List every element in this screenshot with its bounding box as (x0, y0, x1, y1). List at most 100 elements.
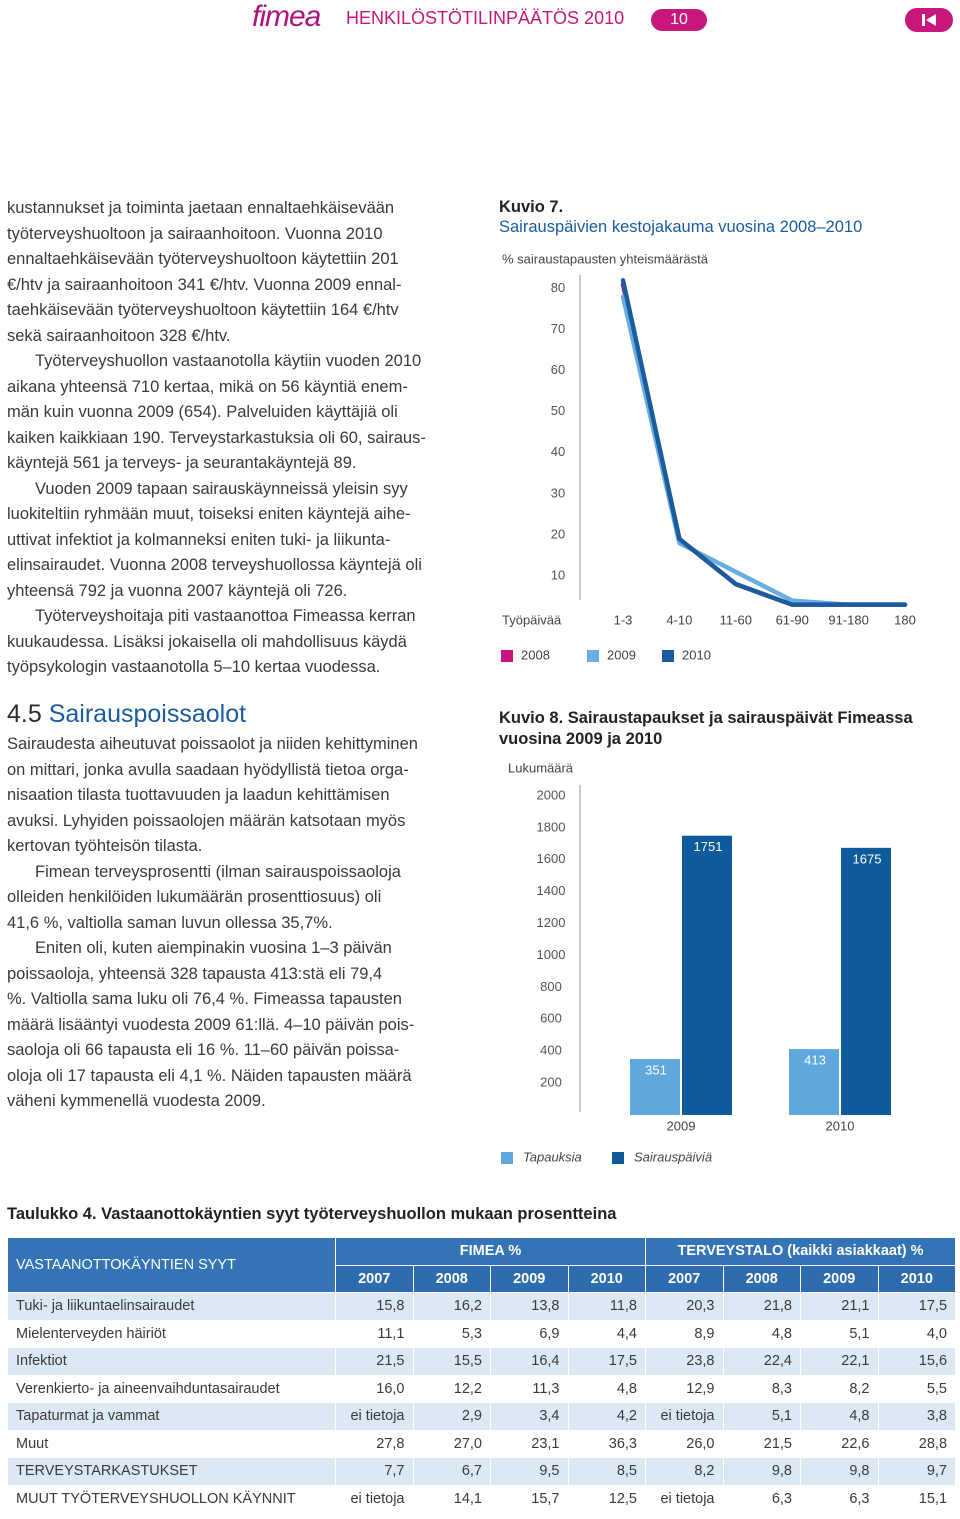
table-row: Muut 27,8 27,0 23,1 36,3 26,0 21,5 22,6 28,8 (7, 1429, 957, 1458)
paragraph: Työterveyshuollon vastaanotolla käytiin … (7, 349, 477, 477)
logo: fimea (252, 0, 321, 33)
row-label: MUUT TYÖTERVEYSHUOLLON KÄYNNIT (7, 1484, 336, 1513)
text-line: %. Valtiolla sama luku oli 76,4 %. Fimea… (7, 990, 402, 1008)
back-button[interactable] (905, 8, 953, 32)
cell: 13,8 (490, 1292, 569, 1321)
cell: 12,2 (412, 1374, 491, 1403)
year-header: 2008 (722, 1264, 801, 1293)
table-row: MUUT TYÖTERVEYSHUOLLON KÄYNNIT ei tietoja… (7, 1484, 957, 1513)
text-line: ennaltaehkäisevään työterveyshuoltoon kä… (7, 250, 399, 268)
y-tick-label: 1000 (537, 947, 566, 962)
cell: 22,1 (800, 1347, 879, 1376)
text-line: kustannukset ja toiminta jaetaan ennalta… (7, 199, 395, 217)
table-row: Verenkierto- ja aineenvaihduntasairaudet… (7, 1374, 957, 1403)
cell: 8,5 (567, 1457, 646, 1486)
cell: 8,2 (645, 1457, 724, 1486)
cell: 6,3 (722, 1484, 801, 1513)
cell: 36,3 (567, 1429, 646, 1458)
cell: 4,8 (800, 1402, 879, 1431)
table-row: TERVEYSTARKASTUKSET 7,7 6,7 9,5 8,5 8,2 9,8 9,8… (7, 1457, 957, 1486)
cell: 6,9 (490, 1319, 569, 1348)
cell: 14,1 (412, 1484, 491, 1513)
table-row: Tapaturmat ja vammat ei tietoja 2,9 3,4 4,2 e… (7, 1402, 957, 1431)
cell: 9,7 (877, 1457, 957, 1486)
text-line: kaiken kaikkiaan 190. Terveystarkastuksi… (7, 428, 426, 447)
y-tick-label: 600 (540, 1011, 562, 1026)
cell: 4,4 (567, 1319, 646, 1348)
y-axis-label: Lukumäärä (508, 760, 574, 775)
table: VASTAANOTTOKÄYNTIEN SYYT FIMEA % TERVEYSTA… (7, 1237, 957, 1513)
header-title: HENKILÖSTÖTILINPÄÄTÖS 2010 (346, 8, 625, 28)
cell: 3,4 (490, 1402, 569, 1431)
y-axis-label: % sairaustapausten yhteismäärästä (502, 251, 709, 266)
y-tick-label: 200 (540, 1075, 562, 1090)
cell: 23,8 (645, 1347, 724, 1376)
cell: ei tietoja (335, 1402, 414, 1431)
cell: 6,7 (412, 1457, 491, 1486)
header-row: VASTAANOTTOKÄYNTIEN SYYT FIMEA % TERVEYSTA… (7, 1237, 957, 1293)
bar (630, 1059, 680, 1115)
x-tick-label: 4-10 (666, 612, 692, 627)
column-header: VASTAANOTTOKÄYNTIEN SYYT (7, 1237, 336, 1293)
cell: 21,1 (800, 1292, 879, 1321)
cell: 17,5 (567, 1347, 646, 1376)
text-line: oloja oli 17 tapausta eli 4,1 %. Näiden … (7, 1066, 412, 1085)
text-line: määrä lisääntyi vuodesta 2009 61:llä. 4–… (7, 1015, 415, 1034)
year-header: 2007 (335, 1264, 414, 1293)
row-label: Tuki- ja liikuntaelinsairaudet (7, 1292, 336, 1321)
group-header: FIMEA % (335, 1237, 646, 1266)
cell: 5,1 (722, 1402, 801, 1431)
data-label: 1675 (853, 851, 882, 866)
text-line: olleiden henkilöiden lukumäärän prosentt… (7, 888, 382, 906)
text-line: avuksi. Lyhyiden poissaolojen määrän kat… (7, 811, 406, 830)
section-heading: 4.5 Sairauspoissaolot (7, 700, 246, 729)
row-label: Verenkierto- ja aineenvaihduntasairaudet (7, 1374, 336, 1403)
year-header: 2008 (412, 1264, 491, 1293)
bar (841, 847, 891, 1115)
y-tick-label: 1400 (537, 883, 566, 898)
row-label: Infektiot (7, 1347, 336, 1376)
text-line: elinsairaudet. Vuonna 2008 terveyshuollo… (7, 556, 422, 574)
cell: 3,8 (877, 1402, 957, 1431)
y-tick-label: 20 (551, 526, 565, 541)
cell: 16,0 (335, 1374, 414, 1403)
x-tick-label: 2010 (826, 1118, 855, 1133)
text-line: Vuoden 2009 tapaan sairauskäynneissä yle… (35, 479, 408, 498)
legend-swatch (662, 650, 674, 662)
text-line: yhteensä 792 ja vuonna 2007 käyntejä oli… (7, 581, 348, 600)
cell: 22,6 (800, 1429, 879, 1458)
cell: 15,8 (335, 1292, 414, 1321)
cell: 5,3 (412, 1319, 491, 1348)
x-tick-label: 61-90 (776, 612, 809, 627)
text-line: työterveyshuoltoon ja sairaanhoitoon. Vu… (7, 224, 383, 243)
legend-label: 2010 (682, 647, 711, 662)
paragraph: Työterveyshoitaja piti vastaanottoa Fime… (7, 604, 477, 681)
group-header: TERVEYSTALO (kaikki asiakkaat) % (644, 1237, 957, 1266)
cell: 4,8 (567, 1374, 646, 1403)
cell: 21,5 (335, 1347, 414, 1376)
cell: 11,1 (335, 1319, 414, 1348)
text-line: kuukaudessa. Lisäksi jokaisella oli mahd… (7, 632, 407, 651)
cell: 4,0 (877, 1319, 957, 1348)
cell: 5,1 (800, 1319, 879, 1348)
cell: 17,5 (877, 1292, 957, 1321)
year-header: 2007 (645, 1264, 724, 1293)
legend-swatch (612, 1152, 624, 1164)
cell: 12,5 (567, 1484, 646, 1513)
text-line: taehkäisevään työterveyshuoltoon käytett… (7, 301, 399, 319)
y-tick-label: 1600 (537, 851, 566, 866)
line (620, 278, 908, 607)
table-row: Tuki- ja liikuntaelinsairaudet 15,8 16,2 13… (7, 1292, 957, 1321)
text-line: poissaoloja, yhteensä 328 tapausta 413:s… (7, 964, 383, 983)
cell: 20,3 (645, 1292, 724, 1321)
y-tick-label: 70 (551, 321, 565, 336)
legend-label: Sairauspäiviä (634, 1149, 712, 1164)
cell: 12,9 (645, 1374, 724, 1403)
year-header: 2010 (877, 1264, 957, 1293)
y-tick-label: 60 (551, 362, 565, 377)
section-title: Sairauspoissaolot (48, 700, 247, 728)
cell: 21,5 (722, 1429, 801, 1458)
cell: 23,1 (490, 1429, 569, 1458)
